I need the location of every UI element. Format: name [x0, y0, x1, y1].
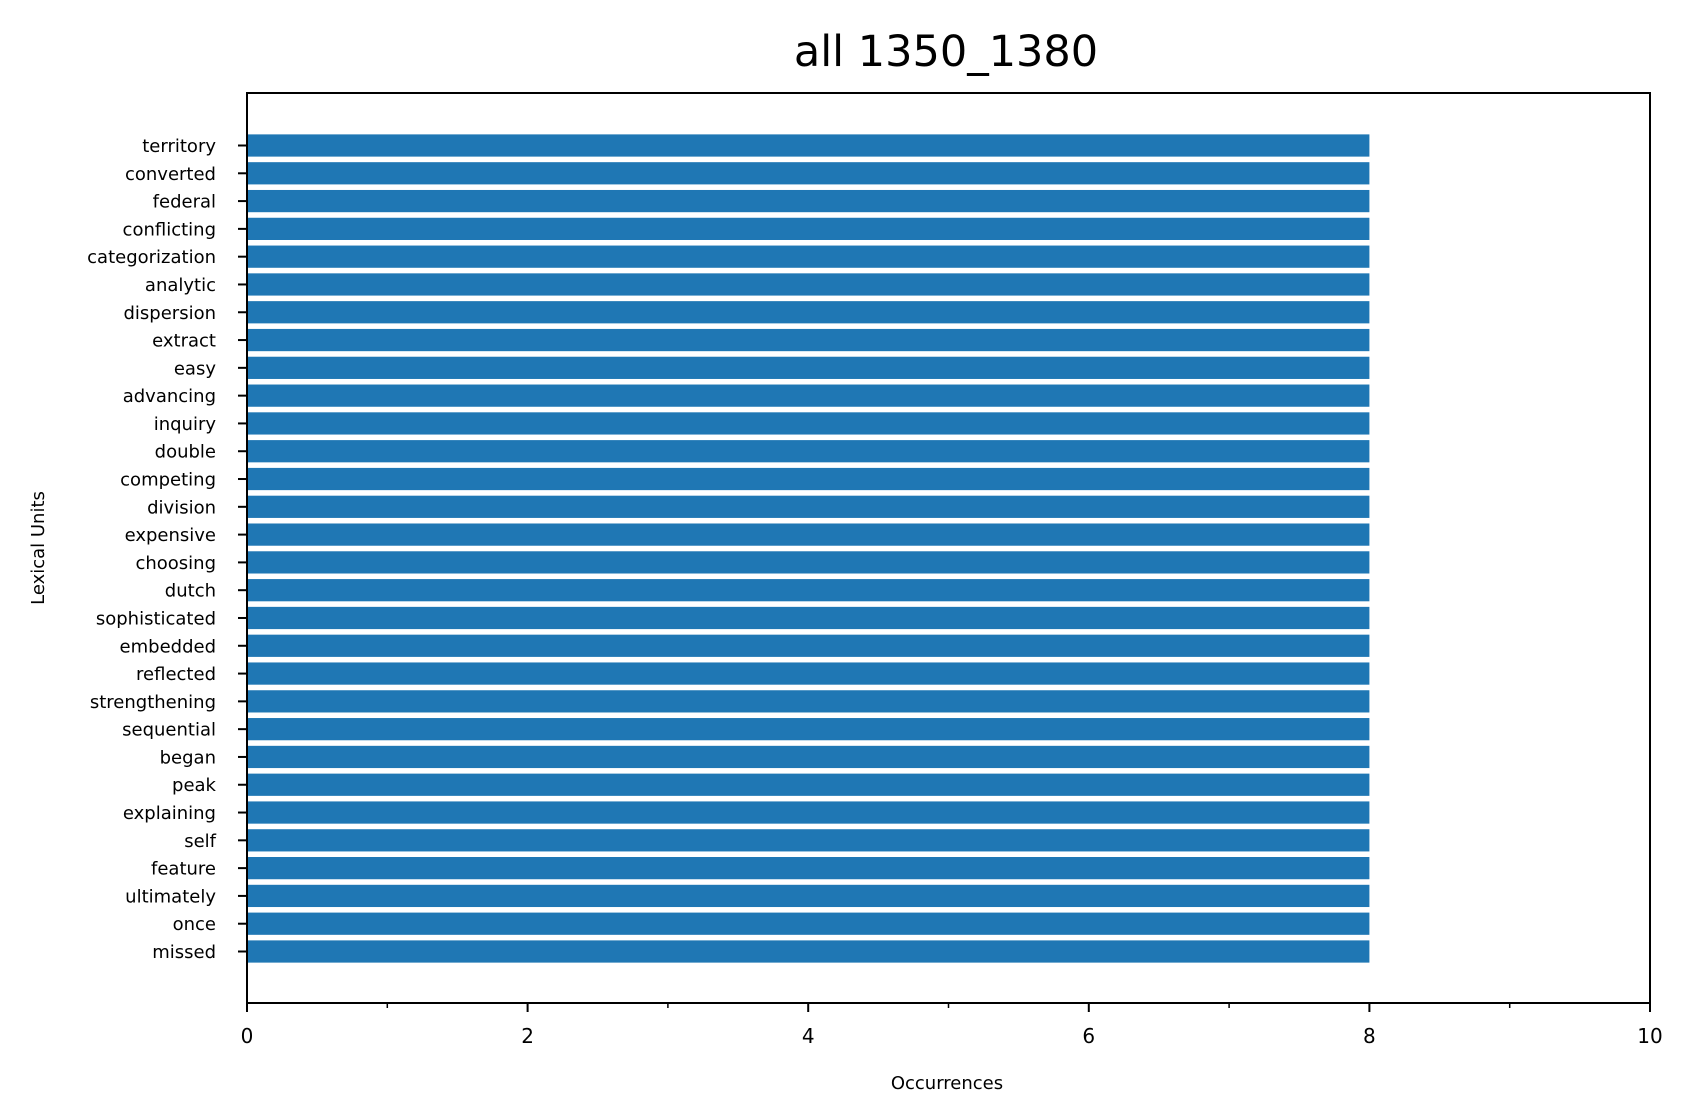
bar-conflicting: [247, 217, 1370, 240]
bar-began: [247, 745, 1370, 769]
bar-sequential: [247, 718, 1370, 741]
y-tick-label: division: [147, 497, 216, 518]
y-tick-label: expensive: [125, 525, 216, 546]
bar-ultimately: [247, 884, 1370, 908]
x-axis-label: Occurrences: [891, 1073, 1003, 1094]
y-tick-label: territory: [142, 136, 216, 157]
plot-area: [247, 134, 1370, 963]
bar-division: [247, 495, 1370, 518]
bar-advancing: [247, 384, 1370, 407]
x-tick-label: 8: [1363, 1024, 1376, 1048]
x-axis: 0 2 4 6 8 10: [241, 1003, 1663, 1048]
bar-once: [247, 912, 1370, 935]
y-tick-label: began: [160, 747, 216, 768]
bar-reflected: [247, 662, 1370, 685]
y-axis: territory converted federal conflicting cate…: [87, 136, 247, 963]
bar-competing: [247, 467, 1370, 491]
y-tick-label: once: [173, 914, 216, 935]
y-tick-label: explaining: [123, 803, 216, 824]
y-tick-label: sophisticated: [96, 608, 216, 629]
y-tick-label: peak: [172, 775, 217, 796]
x-tick-label: 10: [1637, 1024, 1662, 1048]
bar-analytic: [247, 273, 1370, 296]
bar-territory: [247, 134, 1370, 157]
bar-dispersion: [247, 301, 1370, 324]
bar-double: [247, 440, 1370, 463]
x-tick-label: 4: [802, 1024, 815, 1048]
bar-inquiry: [247, 412, 1370, 435]
bar-explaining: [247, 801, 1370, 824]
bar-embedded: [247, 634, 1370, 657]
y-tick-label: sequential: [122, 720, 216, 741]
x-tick-label: 0: [241, 1024, 254, 1048]
bar-self: [247, 829, 1370, 852]
y-tick-label: easy: [174, 358, 216, 379]
y-tick-label: strengthening: [90, 692, 216, 713]
y-tick-label: feature: [151, 859, 216, 880]
y-tick-label: reflected: [136, 664, 216, 685]
y-tick-label: converted: [125, 164, 216, 185]
bar-feature: [247, 857, 1370, 880]
bar-expensive: [247, 523, 1370, 546]
y-tick-label: federal: [153, 192, 216, 213]
y-tick-label: dispersion: [123, 303, 216, 324]
bar-dutch: [247, 579, 1370, 602]
y-tick-label: competing: [120, 470, 216, 491]
y-tick-label: missed: [152, 942, 216, 963]
y-tick-label: choosing: [135, 553, 216, 574]
bar-categorization: [247, 245, 1370, 268]
y-tick-label: ultimately: [125, 886, 216, 907]
bar-sophisticated: [247, 606, 1370, 630]
y-tick-label: analytic: [145, 275, 216, 296]
bar-easy: [247, 356, 1370, 379]
y-axis-label: Lexical Units: [28, 491, 49, 605]
bar-choosing: [247, 551, 1370, 574]
bar-peak: [247, 773, 1370, 796]
y-tick-label: self: [184, 831, 216, 852]
y-tick-label: conflicting: [123, 219, 216, 240]
y-tick-label: advancing: [123, 386, 216, 407]
bar-converted: [247, 162, 1370, 185]
y-tick-label: categorization: [87, 247, 216, 268]
bar-strengthening: [247, 690, 1370, 713]
y-tick-label: embedded: [120, 636, 216, 657]
y-tick-label: dutch: [165, 581, 216, 602]
bar-missed: [247, 940, 1370, 963]
bar-extract: [247, 328, 1370, 352]
x-tick-label: 6: [1082, 1024, 1095, 1048]
y-tick-label: inquiry: [154, 414, 217, 435]
y-tick-label: extract: [152, 331, 216, 352]
x-tick-label: 2: [521, 1024, 534, 1048]
bar-federal: [247, 189, 1370, 213]
y-tick-label: double: [155, 442, 216, 463]
chart-title: all 1350_1380: [794, 27, 1098, 77]
